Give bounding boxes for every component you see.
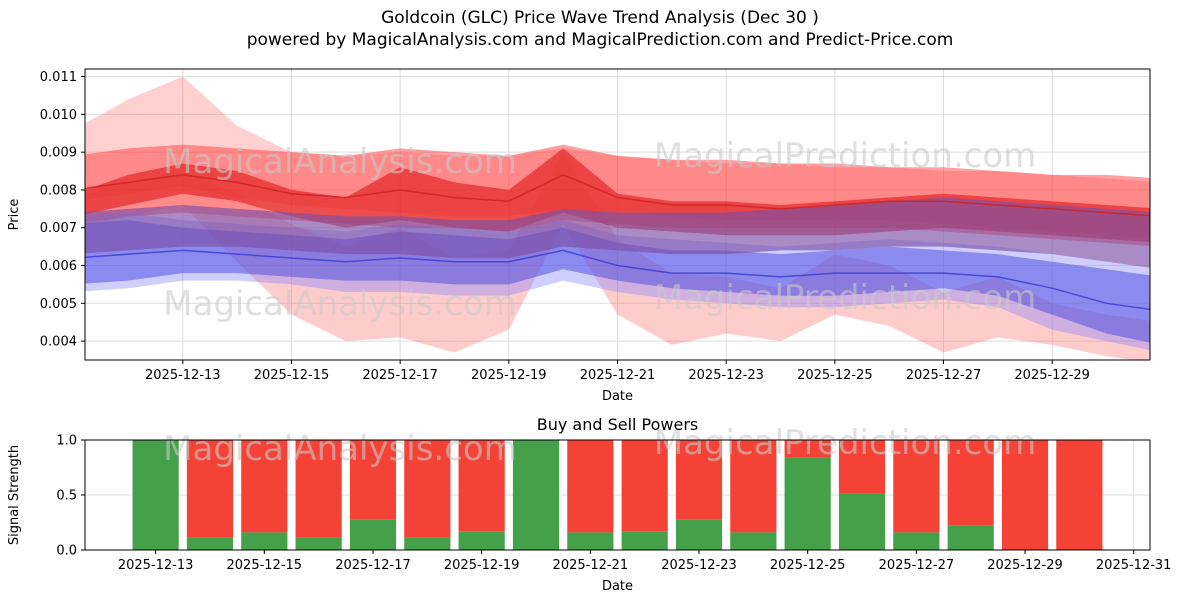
buy-bar — [404, 537, 451, 550]
watermark-right: MagicalPrediction.com — [654, 423, 1037, 463]
sell-bar — [458, 440, 505, 532]
sell-bar — [567, 440, 614, 533]
price-xtick: 2025-12-13 — [145, 368, 221, 383]
power-xtick: 2025-12-17 — [335, 558, 411, 573]
buy-bar — [947, 525, 994, 550]
power-bars — [132, 440, 1103, 550]
power-xtick: 2025-12-29 — [987, 558, 1063, 573]
price-xtick: 2025-12-27 — [906, 368, 982, 383]
price-xtick: 2025-12-25 — [797, 368, 873, 383]
buy-bar — [893, 532, 940, 550]
trend-line-blue-median — [85, 249, 1150, 311]
sell-bar — [404, 440, 451, 538]
price-xlabel: Date — [602, 389, 633, 404]
price-wave-chart: MagicalAnalysis.com MagicalPrediction.com… — [7, 68, 1151, 404]
buy-bar — [784, 457, 831, 550]
power-xtick: 2025-12-21 — [553, 558, 629, 573]
sell-bar — [675, 440, 723, 520]
buy-bar — [621, 531, 668, 550]
buy-bar — [730, 532, 777, 550]
sell-bar — [838, 440, 886, 494]
watermark-left: MagicalAnalysis.com — [163, 284, 517, 324]
sell-bar — [349, 440, 397, 520]
sell-bar — [893, 440, 940, 533]
price-axes: 0.004 0.005 0.006 0.007 0.008 0.009 0.010 0.011… — [7, 70, 1090, 404]
price-xtick: 2025-12-15 — [254, 368, 330, 383]
buy-bar — [241, 532, 288, 550]
buy-bar — [512, 440, 560, 550]
trend-line-red-median — [85, 173, 1150, 217]
price-ytick: 0.006 — [40, 259, 77, 274]
power-ytick: 0.0 — [56, 544, 77, 559]
band-purple-overlap — [85, 197, 1150, 268]
sell-bar — [295, 440, 342, 538]
watermark-right: MagicalPrediction.com — [654, 136, 1037, 176]
chart-title-line1: Goldcoin (GLC) Price Wave Trend Analysis… — [381, 8, 819, 28]
price-ytick: 0.005 — [40, 297, 77, 312]
power-xtick: 2025-12-25 — [770, 558, 846, 573]
power-xtick: 2025-12-31 — [1096, 558, 1172, 573]
price-xtick: 2025-12-17 — [362, 368, 438, 383]
buy-bar — [186, 537, 234, 550]
price-xtick: 2025-12-29 — [1014, 368, 1090, 383]
sell-bar — [621, 440, 668, 532]
power-ytick: 0.5 — [56, 489, 77, 504]
sell-bar — [1001, 440, 1049, 550]
price-ytick: 0.007 — [40, 221, 77, 236]
buy-bar — [349, 519, 397, 550]
buy-bar — [838, 493, 886, 550]
power-axes: Buy and Sell Powers 0.0 0.5 1.0 2025-12-13 20… — [7, 415, 1171, 594]
power-ylabel: Signal Strength — [7, 445, 22, 545]
chart-title-line2: powered by MagicalAnalysis.com and Magic… — [246, 30, 954, 51]
power-xtick: 2025-12-13 — [118, 558, 194, 573]
watermark-left: MagicalAnalysis.com — [163, 142, 517, 182]
price-ytick: 0.004 — [40, 335, 77, 350]
buy-bar — [458, 531, 505, 550]
price-ytick: 0.008 — [40, 183, 77, 198]
price-bands — [85, 76, 1150, 360]
sell-bar — [241, 440, 288, 533]
price-ytick: 0.011 — [40, 70, 77, 85]
watermark-right: MagicalPrediction.com — [654, 278, 1037, 318]
buy-bar — [295, 537, 342, 550]
watermark-text: MagicalAnalysis.com MagicalPrediction.com — [163, 423, 1036, 469]
power-xtick: 2025-12-19 — [444, 558, 520, 573]
price-ytick: 0.010 — [40, 108, 77, 123]
price-xtick: 2025-12-23 — [688, 368, 764, 383]
sell-bar — [730, 440, 777, 533]
power-xtick: 2025-12-15 — [227, 558, 303, 573]
price-xtick: 2025-12-19 — [471, 368, 547, 383]
sell-bar — [947, 440, 994, 526]
buy-sell-power-chart: MagicalAnalysis.com MagicalPrediction.com… — [7, 415, 1171, 594]
power-xtick: 2025-12-27 — [879, 558, 955, 573]
sell-bar — [784, 440, 831, 458]
buy-bar — [675, 519, 723, 550]
price-ytick: 0.009 — [40, 146, 77, 161]
watermark-text: MagicalAnalysis.com MagicalPrediction.com… — [163, 136, 1036, 324]
price-ylabel: Price — [7, 199, 22, 231]
buy-bar — [132, 440, 179, 550]
power-xtick: 2025-12-23 — [661, 558, 737, 573]
sell-bar — [1056, 440, 1103, 550]
power-ytick: 1.0 — [56, 434, 77, 449]
sell-bar — [186, 440, 234, 538]
power-xlabel: Date — [602, 579, 633, 594]
buy-bar — [567, 532, 614, 550]
power-chart-title: Buy and Sell Powers — [537, 415, 699, 434]
watermark-left: MagicalAnalysis.com — [163, 429, 517, 469]
chart-title: Goldcoin (GLC) Price Wave Trend Analysis… — [0, 7, 1200, 52]
price-xtick: 2025-12-21 — [580, 368, 656, 383]
